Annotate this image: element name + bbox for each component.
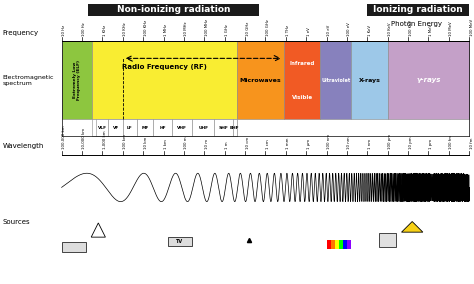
Text: 100 pm: 100 pm — [388, 134, 392, 149]
Text: UHF: UHF — [198, 126, 208, 130]
Text: Infrared: Infrared — [290, 60, 315, 66]
Text: 1 pm: 1 pm — [429, 139, 433, 149]
Text: 100 KeV: 100 KeV — [409, 20, 412, 36]
Text: Ultraviolet: Ultraviolet — [321, 78, 350, 83]
Bar — [214, 119, 233, 136]
Text: 10,000 km: 10,000 km — [82, 128, 86, 149]
Bar — [168, 237, 191, 246]
Bar — [380, 233, 396, 247]
Bar — [367, 4, 469, 16]
Text: 100 MHz: 100 MHz — [205, 18, 209, 36]
Text: 10 cm: 10 cm — [246, 137, 249, 149]
Text: 1 m: 1 m — [225, 141, 229, 149]
Polygon shape — [401, 222, 423, 232]
Text: 100 km: 100 km — [123, 134, 127, 149]
Text: VLF: VLF — [98, 126, 107, 130]
Bar — [284, 41, 320, 119]
Text: 10 MeV: 10 MeV — [449, 21, 453, 36]
Text: Wavelength: Wavelength — [2, 143, 44, 149]
Text: 10 Hz: 10 Hz — [62, 24, 66, 36]
Text: SHF: SHF — [219, 126, 228, 130]
Text: LF: LF — [127, 126, 133, 130]
Text: 1 cm: 1 cm — [266, 139, 270, 149]
Text: HF: HF — [159, 126, 166, 130]
Bar — [331, 240, 335, 248]
Text: 100 KHz: 100 KHz — [144, 19, 147, 36]
Bar — [339, 240, 343, 248]
Bar — [346, 240, 351, 248]
Text: 1 KeV: 1 KeV — [368, 24, 372, 36]
Bar — [172, 119, 192, 136]
Text: 10 km: 10 km — [144, 137, 147, 149]
Text: 100 nm: 100 nm — [327, 134, 331, 149]
Bar — [123, 119, 137, 136]
Text: 10 KeV: 10 KeV — [388, 22, 392, 36]
Bar — [192, 119, 214, 136]
Bar — [320, 41, 351, 119]
Bar — [327, 240, 331, 248]
Bar — [62, 242, 86, 252]
Text: 10 fm: 10 fm — [470, 138, 474, 149]
Text: VF: VF — [112, 126, 119, 130]
Text: 1 KHz: 1 KHz — [103, 24, 107, 36]
Bar — [388, 41, 469, 119]
Text: X-rays: X-rays — [358, 78, 380, 83]
Bar — [233, 119, 237, 136]
Bar — [88, 4, 259, 16]
Text: γ-rays: γ-rays — [416, 77, 441, 83]
Text: 100 m: 100 m — [184, 137, 188, 149]
Text: 1 MeV: 1 MeV — [429, 23, 433, 36]
Text: 10 GHz: 10 GHz — [246, 21, 249, 36]
Text: MF: MF — [142, 126, 149, 130]
Bar — [92, 41, 237, 119]
Text: 10 eV: 10 eV — [327, 24, 331, 36]
Text: 1,000 km: 1,000 km — [103, 130, 107, 149]
Text: 1 THz: 1 THz — [286, 24, 290, 36]
Text: Electromagnetic
spectrum: Electromagnetic spectrum — [2, 75, 54, 86]
Bar — [351, 41, 388, 119]
Text: 10 m: 10 m — [205, 139, 209, 149]
Text: 10 nm: 10 nm — [347, 137, 351, 149]
Bar — [92, 119, 237, 136]
Text: TV: TV — [176, 239, 183, 244]
Text: Non-ionizing radiation: Non-ionizing radiation — [117, 5, 230, 14]
Bar — [153, 119, 172, 136]
Text: 1 mm: 1 mm — [286, 138, 290, 149]
Text: Ionizing radiation: Ionizing radiation — [374, 5, 463, 14]
Text: Radio Frequency (RF): Radio Frequency (RF) — [122, 64, 207, 70]
Text: Frequency: Frequency — [2, 30, 38, 36]
Text: 100 fm: 100 fm — [449, 135, 453, 149]
Bar — [237, 41, 284, 119]
Text: Microwaves: Microwaves — [239, 78, 281, 83]
Bar — [62, 41, 92, 119]
Text: 1 nm: 1 nm — [368, 139, 372, 149]
Bar — [335, 240, 339, 248]
Text: Extremely Low
Frequency (ELF): Extremely Low Frequency (ELF) — [73, 60, 81, 100]
Text: Sources: Sources — [2, 218, 30, 225]
Text: 100 eV: 100 eV — [347, 22, 351, 36]
Text: 1 km: 1 km — [164, 139, 168, 149]
Bar — [96, 119, 109, 136]
Text: VHF: VHF — [177, 126, 187, 130]
Text: 100,000 km: 100,000 km — [62, 126, 66, 149]
Text: 10 MHz: 10 MHz — [184, 21, 188, 36]
Text: Photon Energy: Photon Energy — [391, 21, 442, 27]
Text: 10 pm: 10 pm — [409, 137, 412, 149]
Bar — [109, 119, 123, 136]
Text: EHF: EHF — [230, 126, 240, 130]
Bar — [343, 240, 346, 248]
Text: 1 GHz: 1 GHz — [225, 24, 229, 36]
Text: 1 MHz: 1 MHz — [164, 24, 168, 36]
Text: 1 μm: 1 μm — [307, 139, 310, 149]
Text: 100 GHz: 100 GHz — [266, 19, 270, 36]
Bar — [137, 119, 153, 136]
Text: 100 Hz: 100 Hz — [82, 22, 86, 36]
Text: 1 eV: 1 eV — [307, 27, 310, 36]
Text: 100 MeV: 100 MeV — [470, 18, 474, 36]
Text: 10 KHz: 10 KHz — [123, 22, 127, 36]
Text: Visible: Visible — [292, 95, 313, 100]
